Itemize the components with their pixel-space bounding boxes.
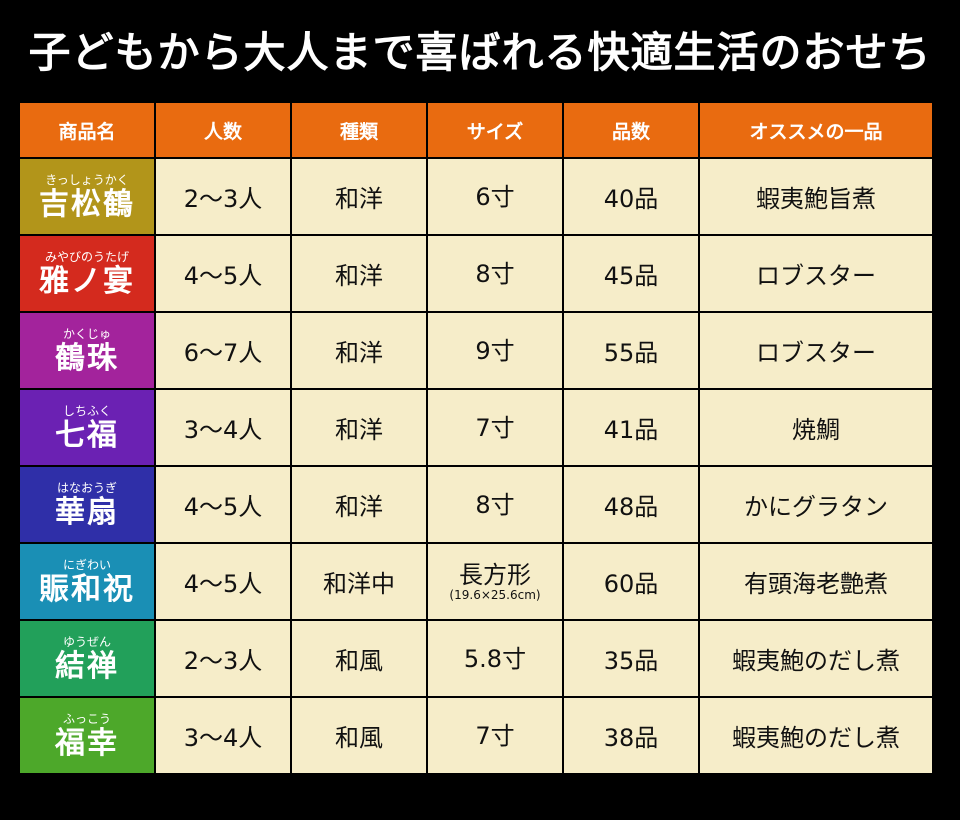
- product-name-cell: ゆうぜん 結禅: [20, 621, 154, 696]
- header-product-name: 商品名: [20, 103, 154, 157]
- size-value: 長方形: [459, 560, 531, 589]
- header-recommend: オススメの一品: [700, 103, 932, 157]
- size-cell: 長方形 (19.6×25.6cm): [428, 544, 562, 619]
- size-cell: 7寸: [428, 390, 562, 465]
- recommend-cell: 蝦夷鮑のだし煮: [700, 621, 932, 696]
- recommend-cell: 焼鯛: [700, 390, 932, 465]
- size-cell: 8寸: [428, 467, 562, 542]
- count-cell: 38品: [564, 698, 698, 773]
- product-ruby: しちふく: [62, 403, 111, 418]
- product-name: 華扇: [55, 494, 119, 530]
- size-value: 5.8寸: [463, 644, 527, 673]
- product-ruby: みやびのうたげ: [44, 249, 129, 264]
- size-cell: 8寸: [428, 236, 562, 311]
- header-count: 品数: [564, 103, 698, 157]
- header-kind: 種類: [292, 103, 426, 157]
- table-row: きっしょうかく 吉松鶴 2〜3人 和洋 6寸 40品 蝦夷鮑旨煮: [20, 159, 932, 234]
- kind-cell: 和洋: [292, 313, 426, 388]
- size-cell: 7寸: [428, 698, 562, 773]
- product-ruby: かくじゅ: [62, 326, 111, 341]
- people-cell: 3〜4人: [156, 698, 290, 773]
- count-cell: 35品: [564, 621, 698, 696]
- product-name: 鶴珠: [55, 340, 119, 376]
- table-row: みやびのうたげ 雅ノ宴 4〜5人 和洋 8寸 45品 ロブスター: [20, 236, 932, 311]
- size-value: 6寸: [475, 182, 515, 211]
- recommend-cell: 蝦夷鮑のだし煮: [700, 698, 932, 773]
- recommend-cell: 有頭海老艶煮: [700, 544, 932, 619]
- kind-cell: 和洋: [292, 236, 426, 311]
- header-row: 商品名 人数 種類 サイズ 品数 オススメの一品: [20, 103, 932, 157]
- page-title: 子どもから大人まで喜ばれる快適生活のおせち: [28, 28, 932, 77]
- header-people: 人数: [156, 103, 290, 157]
- product-name: 雅ノ宴: [39, 263, 135, 299]
- product-table: 商品名 人数 種類 サイズ 品数 オススメの一品 きっしょうかく 吉松鶴 2〜3…: [18, 101, 934, 775]
- count-cell: 45品: [564, 236, 698, 311]
- product-name-cell: みやびのうたげ 雅ノ宴: [20, 236, 154, 311]
- people-cell: 4〜5人: [156, 544, 290, 619]
- people-cell: 2〜3人: [156, 621, 290, 696]
- size-note: (19.6×25.6cm): [449, 587, 541, 602]
- product-name-cell: ふっこう 福幸: [20, 698, 154, 773]
- product-ruby: きっしょうかく: [45, 172, 129, 187]
- size-cell: 5.8寸: [428, 621, 562, 696]
- product-name-cell: きっしょうかく 吉松鶴: [20, 159, 154, 234]
- count-cell: 40品: [564, 159, 698, 234]
- recommend-cell: 蝦夷鮑旨煮: [700, 159, 932, 234]
- header-size: サイズ: [428, 103, 562, 157]
- size-value: 7寸: [475, 413, 515, 442]
- kind-cell: 和洋: [292, 159, 426, 234]
- product-ruby: にぎわい: [62, 557, 111, 572]
- kind-cell: 和洋: [292, 467, 426, 542]
- count-cell: 41品: [564, 390, 698, 465]
- product-name: 福幸: [55, 725, 119, 761]
- table-row: にぎわい 賑和祝 4〜5人 和洋中 長方形 (19.6×25.6cm) 60品 …: [20, 544, 932, 619]
- people-cell: 4〜5人: [156, 236, 290, 311]
- table-row: ふっこう 福幸 3〜4人 和風 7寸 38品 蝦夷鮑のだし煮: [20, 698, 932, 773]
- recommend-cell: ロブスター: [700, 313, 932, 388]
- size-cell: 9寸: [428, 313, 562, 388]
- table-row: はなおうぎ 華扇 4〜5人 和洋 8寸 48品 かにグラタン: [20, 467, 932, 542]
- product-name-cell: にぎわい 賑和祝: [20, 544, 154, 619]
- product-ruby: はなおうぎ: [56, 480, 117, 495]
- size-value: 7寸: [475, 721, 515, 750]
- people-cell: 6〜7人: [156, 313, 290, 388]
- product-ruby: ふっこう: [62, 711, 111, 726]
- count-cell: 48品: [564, 467, 698, 542]
- kind-cell: 和洋: [292, 390, 426, 465]
- product-name-cell: はなおうぎ 華扇: [20, 467, 154, 542]
- size-value: 8寸: [475, 490, 515, 519]
- kind-cell: 和洋中: [292, 544, 426, 619]
- recommend-cell: ロブスター: [700, 236, 932, 311]
- product-name: 七福: [55, 417, 119, 453]
- kind-cell: 和風: [292, 698, 426, 773]
- table-row: かくじゅ 鶴珠 6〜7人 和洋 9寸 55品 ロブスター: [20, 313, 932, 388]
- product-name-cell: かくじゅ 鶴珠: [20, 313, 154, 388]
- product-ruby: ゆうぜん: [62, 634, 111, 649]
- table-row: しちふく 七福 3〜4人 和洋 7寸 41品 焼鯛: [20, 390, 932, 465]
- people-cell: 4〜5人: [156, 467, 290, 542]
- size-value: 8寸: [475, 259, 515, 288]
- product-name: 吉松鶴: [39, 186, 135, 222]
- product-name: 賑和祝: [39, 571, 135, 607]
- count-cell: 55品: [564, 313, 698, 388]
- product-name: 結禅: [55, 648, 119, 684]
- table-row: ゆうぜん 結禅 2〜3人 和風 5.8寸 35品 蝦夷鮑のだし煮: [20, 621, 932, 696]
- people-cell: 2〜3人: [156, 159, 290, 234]
- recommend-cell: かにグラタン: [700, 467, 932, 542]
- people-cell: 3〜4人: [156, 390, 290, 465]
- count-cell: 60品: [564, 544, 698, 619]
- size-value: 9寸: [475, 336, 515, 365]
- kind-cell: 和風: [292, 621, 426, 696]
- product-name-cell: しちふく 七福: [20, 390, 154, 465]
- size-cell: 6寸: [428, 159, 562, 234]
